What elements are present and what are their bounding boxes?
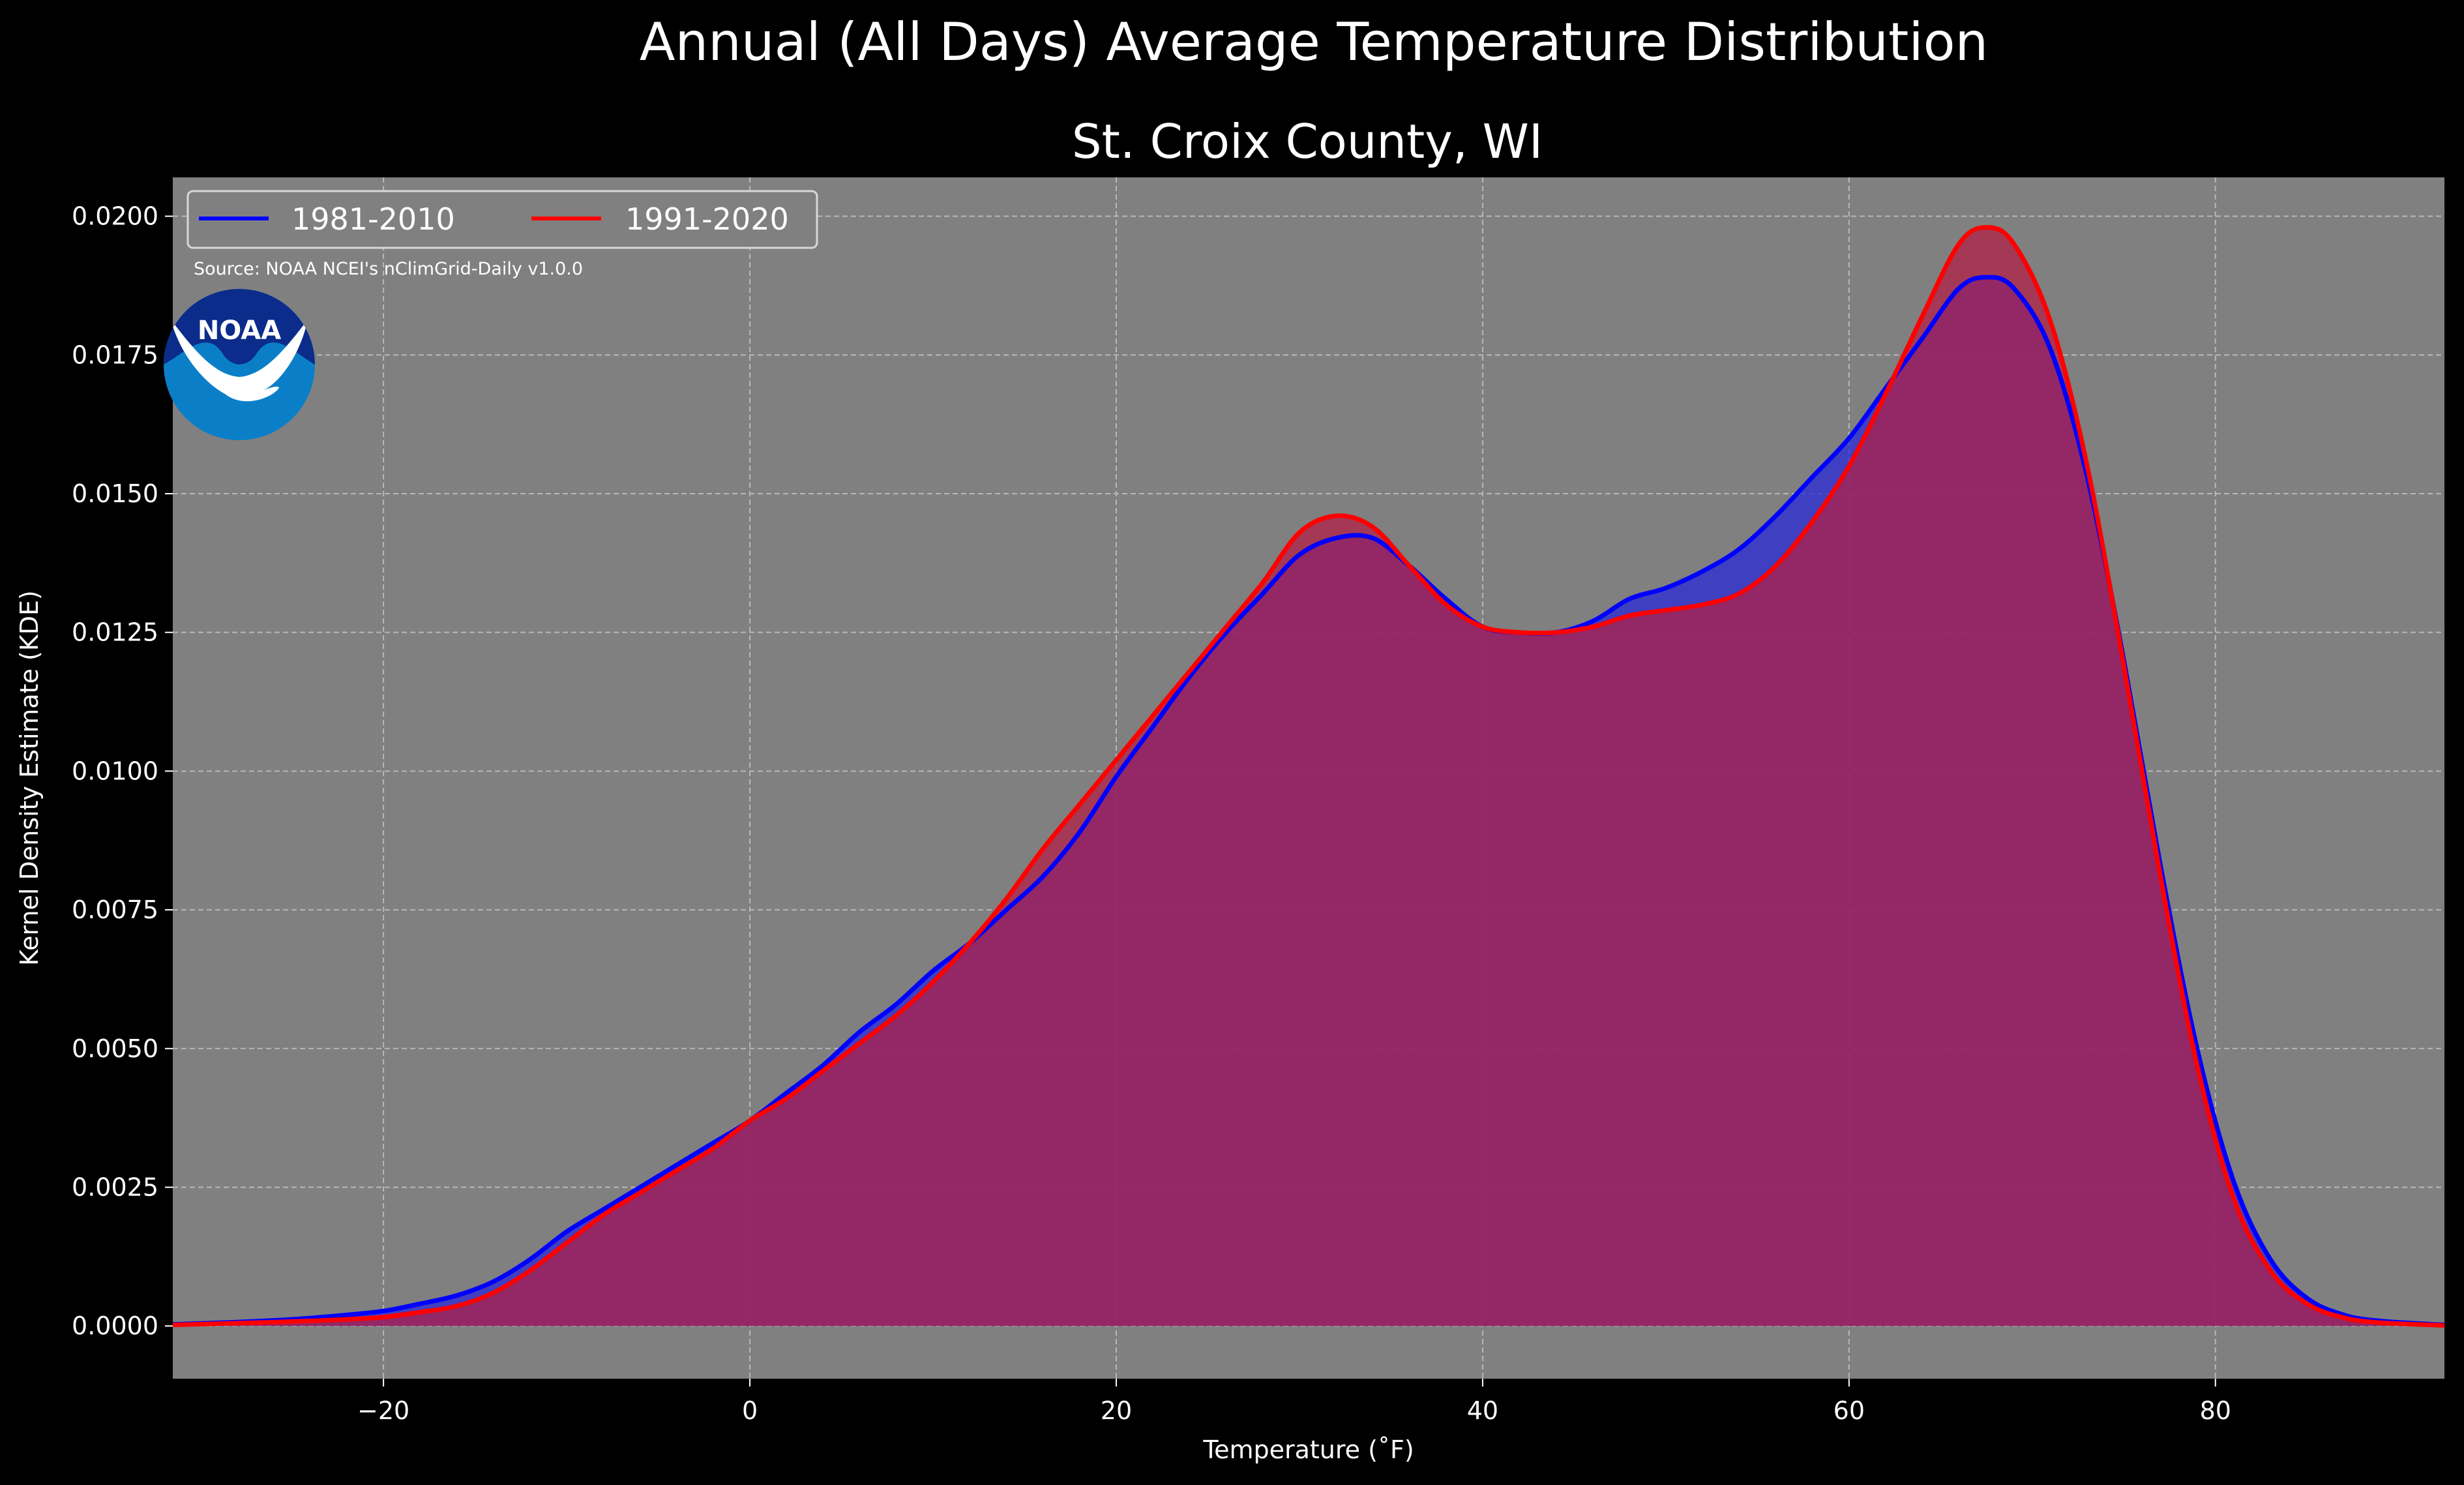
y-tick-label-8: 0.0200 bbox=[72, 202, 158, 231]
legend-label-1991-2020: 1991-2020 bbox=[625, 202, 789, 237]
noaa-logo: NOAA bbox=[164, 289, 315, 440]
legend: 1981-2010 1991-2020 bbox=[186, 190, 818, 249]
chart-title: St. Croix County, WI bbox=[1072, 114, 1543, 169]
y-tick-label-3: 0.0075 bbox=[72, 895, 158, 924]
y-axis-label: Kernel Density Estimate (KDE) bbox=[15, 590, 44, 966]
x-axis: −20 0 20 40 60 80 bbox=[357, 1379, 2231, 1425]
legend-box bbox=[186, 190, 818, 249]
series-line-1991-2020 bbox=[172, 225, 2445, 1328]
x-tick-label-2: 20 bbox=[1101, 1396, 1132, 1425]
y-axis: 0.0000 0.0025 0.0050 0.0075 0.0100 0.0125 0.01… bbox=[72, 202, 173, 1340]
legend-label-1981-2010: 1981-2010 bbox=[291, 202, 455, 237]
noaa-logo-text: NOAA bbox=[198, 316, 281, 346]
y-tick-label-1: 0.0025 bbox=[72, 1173, 158, 1201]
series-areas bbox=[173, 227, 2444, 1327]
x-tick-label-1: 0 bbox=[742, 1396, 758, 1425]
chart-suptitle: Annual (All Days) Average Temperature Di… bbox=[640, 12, 1988, 72]
y-tick-label-7: 0.0175 bbox=[72, 340, 158, 369]
x-tick-label-5: 80 bbox=[2200, 1396, 2231, 1425]
y-tick-label-6: 0.0150 bbox=[72, 479, 158, 508]
y-tick-label-2: 0.0050 bbox=[72, 1034, 158, 1063]
series-area-1991-2020 bbox=[173, 227, 2444, 1327]
source-note: Source: NOAA NCEI's nClimGrid-Daily v1.0… bbox=[194, 259, 583, 279]
x-tick-label-4: 60 bbox=[1833, 1396, 1865, 1425]
x-tick-label-0: −20 bbox=[357, 1396, 409, 1425]
y-tick-label-0: 0.0000 bbox=[72, 1312, 158, 1340]
x-tick-label-3: 40 bbox=[1467, 1396, 1498, 1425]
y-tick-label-5: 0.0125 bbox=[72, 618, 158, 647]
y-tick-label-4: 0.0100 bbox=[72, 757, 158, 785]
series-lines bbox=[172, 225, 2445, 1328]
x-axis-label: Temperature (˚F) bbox=[1202, 1435, 1414, 1464]
